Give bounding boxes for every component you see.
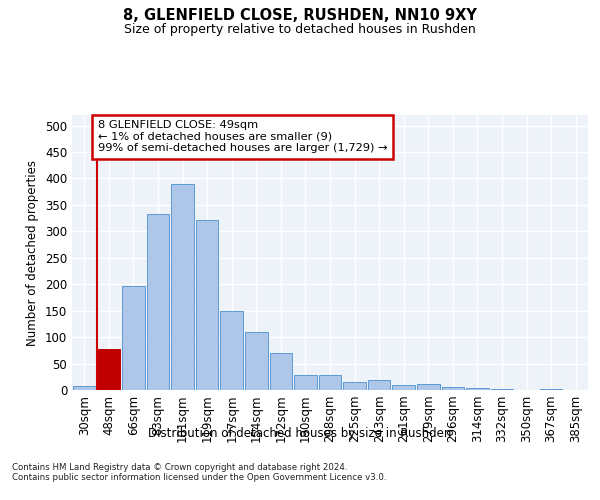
Bar xyxy=(245,332,268,390)
Bar xyxy=(392,384,415,390)
Bar xyxy=(343,382,366,390)
Bar xyxy=(368,380,391,390)
Bar xyxy=(417,384,440,390)
Text: Distribution of detached houses by size in Rushden: Distribution of detached houses by size … xyxy=(148,428,452,440)
Text: Size of property relative to detached houses in Rushden: Size of property relative to detached ho… xyxy=(124,22,476,36)
Bar xyxy=(98,350,120,390)
Bar xyxy=(196,220,218,390)
Bar xyxy=(122,286,145,390)
Bar xyxy=(319,374,341,390)
Text: Contains HM Land Registry data © Crown copyright and database right 2024.
Contai: Contains HM Land Registry data © Crown c… xyxy=(12,462,386,482)
Bar xyxy=(171,184,194,390)
Y-axis label: Number of detached properties: Number of detached properties xyxy=(26,160,40,346)
Bar xyxy=(220,311,243,390)
Bar xyxy=(269,353,292,390)
Bar xyxy=(146,214,169,390)
Bar xyxy=(466,388,489,390)
Bar xyxy=(442,387,464,390)
Bar xyxy=(294,374,317,390)
Text: 8, GLENFIELD CLOSE, RUSHDEN, NN10 9XY: 8, GLENFIELD CLOSE, RUSHDEN, NN10 9XY xyxy=(123,8,477,22)
Text: 8 GLENFIELD CLOSE: 49sqm
← 1% of detached houses are smaller (9)
99% of semi-det: 8 GLENFIELD CLOSE: 49sqm ← 1% of detache… xyxy=(98,120,388,154)
Bar xyxy=(73,386,95,390)
